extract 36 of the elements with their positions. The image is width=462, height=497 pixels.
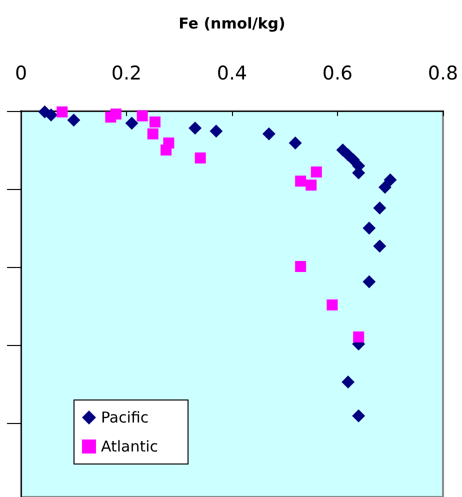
point bbox=[262, 127, 276, 140]
point bbox=[326, 299, 338, 310]
point bbox=[310, 166, 322, 178]
point bbox=[306, 180, 317, 191]
point bbox=[352, 409, 366, 422]
point bbox=[56, 106, 68, 118]
point bbox=[362, 275, 376, 288]
point bbox=[362, 222, 376, 235]
point bbox=[373, 201, 386, 214]
point bbox=[378, 180, 392, 194]
point bbox=[136, 110, 148, 122]
legend-label: Atlantic bbox=[101, 438, 158, 456]
point bbox=[295, 176, 306, 187]
point bbox=[295, 261, 306, 272]
point bbox=[194, 152, 206, 164]
x-axis-title: Fe (nmol/kg) bbox=[178, 14, 286, 32]
point bbox=[373, 240, 386, 253]
point bbox=[110, 108, 122, 120]
x-tick-label: 0 bbox=[14, 62, 28, 84]
point bbox=[353, 331, 364, 342]
point bbox=[160, 144, 172, 156]
x-tick-label: 0.8 bbox=[428, 62, 458, 84]
point bbox=[210, 124, 223, 138]
point bbox=[67, 114, 80, 127]
point bbox=[44, 108, 58, 122]
point bbox=[125, 116, 138, 130]
point bbox=[384, 173, 397, 186]
point bbox=[149, 116, 160, 128]
point bbox=[342, 376, 355, 389]
legend-label: Pacific bbox=[101, 408, 149, 426]
point bbox=[288, 136, 302, 150]
point bbox=[147, 128, 158, 140]
x-tick-label: 0.4 bbox=[216, 62, 248, 84]
x-tick-label: 0.6 bbox=[322, 62, 353, 84]
x-tick-label: 0.2 bbox=[111, 62, 142, 84]
point bbox=[188, 122, 202, 135]
